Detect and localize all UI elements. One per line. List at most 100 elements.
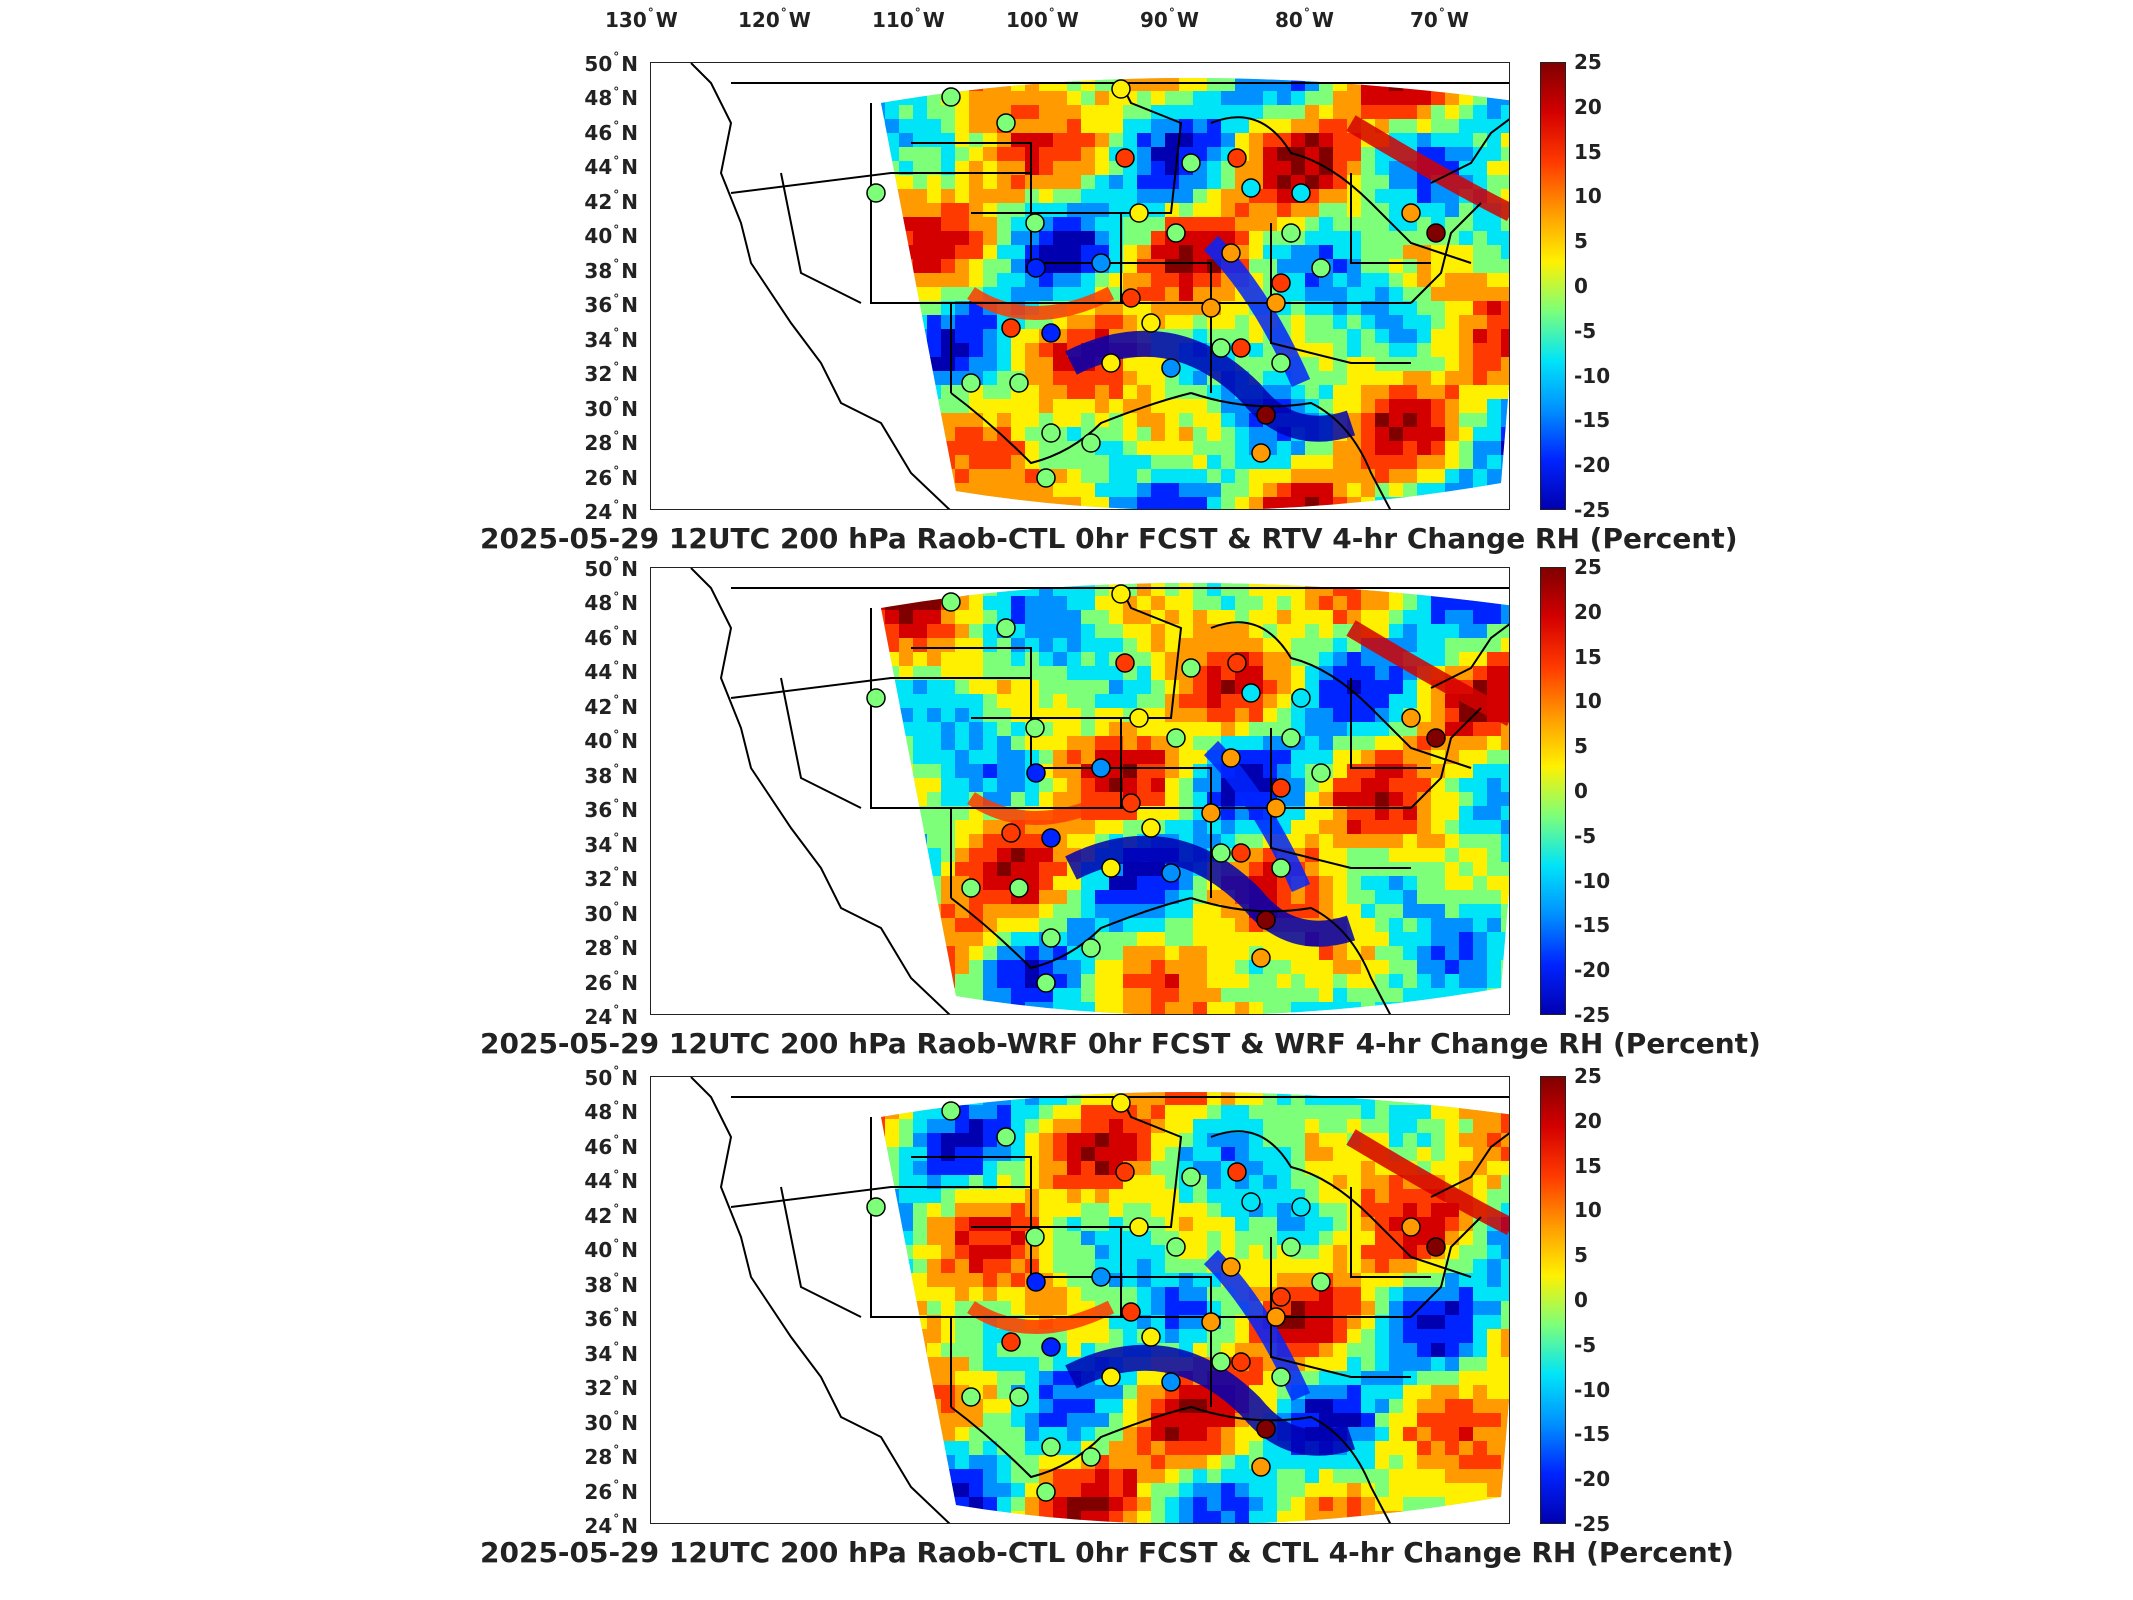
colorbar-tick-label: 0 [1574, 779, 1588, 803]
rh-field [881, 78, 1509, 509]
latitude-tick-label: 26° N [584, 968, 638, 995]
raob-station-marker [1101, 353, 1121, 373]
colorbar-tick-label: -20 [1574, 453, 1611, 478]
raob-station-marker [1115, 148, 1135, 168]
raob-station-marker [1221, 1257, 1241, 1277]
colorbar-tick-label: -10 [1574, 1377, 1611, 1402]
latitude-degree: 38 [584, 258, 613, 283]
raob-station-marker [1129, 708, 1149, 728]
latitude-degree: 30 [584, 1410, 613, 1435]
raob-station-marker [1266, 293, 1286, 313]
colorbar-tick-label: 20 [1574, 599, 1602, 624]
longitude-direction: W [1176, 8, 1199, 32]
raob-station-marker [1211, 338, 1231, 358]
raob-station-marker [1091, 1267, 1111, 1287]
raob-station-marker [1271, 778, 1291, 798]
raob-station-marker [1256, 1419, 1276, 1439]
longitude-degree: 100 [1006, 8, 1048, 32]
latitude-tick-label: 50° N [584, 555, 638, 581]
raob-station-marker [1026, 1272, 1046, 1292]
colorbar-tick-label: -20 [1574, 1467, 1611, 1492]
latitude-tick-label: 40° N [584, 727, 638, 754]
raob-station-marker [1291, 1197, 1311, 1217]
longitude-tick-label: 80° W [1275, 6, 1334, 32]
panel-title: 2025-05-29 12UTC 200 hPa Raob-CTL 0hr FC… [480, 1536, 1734, 1569]
longitude-degree: 110 [872, 8, 914, 32]
longitude-direction: W [655, 8, 678, 32]
latitude-degree: 38 [584, 763, 613, 788]
raob-station-marker [1166, 1237, 1186, 1257]
latitude-degree: 48 [584, 86, 613, 111]
raob-station-marker [1041, 1437, 1061, 1457]
latitude-degree: 28 [584, 1445, 613, 1470]
raob-station-marker [1181, 1167, 1201, 1187]
latitude-degree: 36 [584, 1307, 613, 1332]
latitude-tick-label: 46° N [584, 119, 638, 145]
latitude-direction: N [621, 1307, 638, 1332]
latitude-degree: 46 [584, 1134, 613, 1159]
raob-station-marker [1161, 863, 1181, 883]
raob-station-marker [1141, 1327, 1161, 1347]
latitude-tick-label: 50° N [584, 1064, 638, 1090]
raob-station-marker [1101, 858, 1121, 878]
latitude-tick-label: 38° N [584, 762, 638, 788]
latitude-direction: N [621, 867, 638, 892]
colorbar-tick-label: -20 [1574, 958, 1611, 983]
latitude-tick-label: 48° N [584, 1098, 638, 1125]
latitude-direction: N [621, 1066, 638, 1090]
colorbar-tick-label: 25 [1574, 1064, 1602, 1088]
latitude-degree: 34 [584, 832, 613, 857]
latitude-direction: N [621, 465, 638, 490]
raob-station-marker [1281, 1237, 1301, 1257]
raob-station-marker [1256, 405, 1276, 425]
raob-station-marker [1161, 358, 1181, 378]
map-panel [650, 62, 1510, 510]
raob-stations [866, 584, 1446, 993]
latitude-direction: N [621, 327, 638, 352]
raob-station-marker [1161, 1372, 1181, 1392]
colorbar-tick-label: 15 [1574, 1153, 1602, 1178]
raob-station-marker [1271, 858, 1291, 878]
colorbar-tick-label: -15 [1574, 408, 1611, 433]
raob-station-marker [1311, 1272, 1331, 1292]
raob-station-marker [1231, 843, 1251, 863]
raob-station-marker [1009, 373, 1029, 393]
latitude-tick-label: 48° N [584, 84, 638, 111]
colorbar-tick-label: 5 [1574, 229, 1588, 254]
latitude-degree: 48 [584, 591, 613, 616]
raob-station-marker [1091, 253, 1111, 273]
latitude-direction: N [621, 293, 638, 318]
raob-station-marker [1181, 658, 1201, 678]
latitude-tick-label: 42° N [584, 1202, 638, 1228]
latitude-direction: N [621, 798, 638, 823]
colorbar-tick-label: 5 [1574, 734, 1588, 759]
raob-station-marker [1271, 1287, 1291, 1307]
latitude-degree: 36 [584, 293, 613, 318]
longitude-tick-label: 70° W [1410, 6, 1469, 32]
longitude-tick-label: 120° W [738, 6, 811, 32]
raob-station-marker [866, 1197, 886, 1217]
latitude-tick-label: 36° N [584, 1305, 638, 1332]
latitude-degree: 44 [584, 155, 613, 180]
colorbar [1540, 62, 1566, 510]
colorbar-tick-label: -25 [1574, 498, 1611, 522]
raob-station-marker [1291, 688, 1311, 708]
colorbar-tick-label: -10 [1574, 363, 1611, 388]
latitude-direction: N [621, 155, 638, 180]
raob-station-marker [1111, 1093, 1131, 1113]
raob-station-marker [1426, 728, 1446, 748]
raob-station-marker [1201, 803, 1221, 823]
latitude-degree: 48 [584, 1100, 613, 1125]
latitude-tick-label: 32° N [584, 360, 638, 387]
latitude-degree: 46 [584, 120, 613, 145]
latitude-direction: N [621, 431, 638, 456]
latitude-degree: 42 [584, 189, 613, 214]
colorbar-tick-label: 10 [1574, 1198, 1602, 1223]
raob-station-marker [1271, 353, 1291, 373]
latitude-direction: N [621, 660, 638, 685]
raob-station-marker [1401, 1217, 1421, 1237]
raob-station-marker [1101, 1367, 1121, 1387]
colorbar-tick-label: 25 [1574, 555, 1602, 579]
raob-station-marker [1121, 1302, 1141, 1322]
latitude-direction: N [621, 258, 638, 283]
